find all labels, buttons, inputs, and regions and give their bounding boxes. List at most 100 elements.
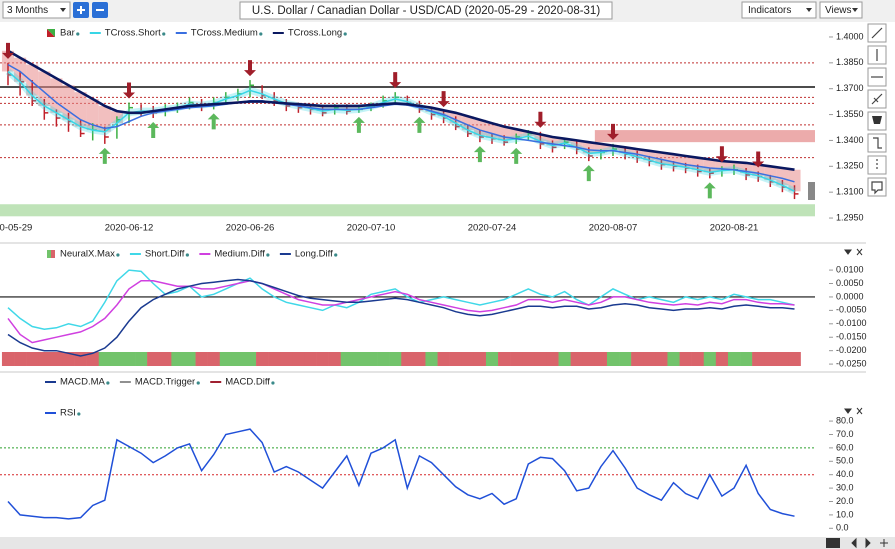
signal-strip [207, 352, 221, 366]
signal-strip [352, 352, 366, 366]
legend-label: MACD.Diff [225, 377, 270, 388]
sell-arrow [244, 60, 256, 77]
signal-strip [740, 352, 753, 366]
legend-icon [51, 250, 55, 258]
legend-dot [271, 381, 275, 385]
signal-strip [413, 352, 426, 366]
signal-strip [377, 352, 390, 366]
cloud [667, 154, 680, 166]
cloud [594, 143, 607, 153]
signal-strip [256, 352, 269, 366]
note-icon [871, 181, 883, 195]
signal-strip [147, 352, 160, 366]
signal-strip [546, 352, 559, 366]
views-button[interactable] [819, 1, 863, 19]
signal-strip [643, 352, 656, 366]
x-tick-label: 2020-08-07 [589, 223, 638, 234]
buy-arrow [147, 122, 160, 139]
buy-arrow [473, 146, 486, 163]
x-tick-label: 2020-05-29 [0, 223, 32, 234]
panel-controls[interactable] [844, 407, 863, 415]
signal-strip [50, 352, 63, 366]
signal-strip [788, 352, 801, 366]
y-tick-label: 50.0 [836, 456, 854, 466]
tool-button[interactable] [867, 133, 887, 153]
y-tick-label: 1.3550 [836, 109, 864, 119]
cloud [679, 155, 692, 168]
period-select[interactable] [2, 1, 71, 19]
legend-dot [334, 253, 338, 257]
legend-label: NeuralX.Max [60, 249, 115, 260]
scroll-thumb[interactable] [826, 538, 840, 548]
scroll-arrows[interactable] [851, 537, 888, 549]
signal-strip [183, 352, 196, 366]
legend-dot [343, 32, 347, 36]
legend-label: Medium.Diff [214, 249, 265, 260]
line [7, 278, 795, 357]
cloud [26, 64, 39, 96]
y-tick-label: 20.0 [836, 496, 854, 506]
cloud [14, 57, 27, 82]
cloud [703, 159, 716, 173]
signal-strip [619, 352, 632, 366]
signal-strip [752, 352, 765, 366]
x-tick-label: 2020-06-26 [226, 223, 275, 234]
legend-dot [106, 381, 110, 385]
signal-strip [389, 352, 402, 366]
signal-strip [26, 352, 39, 366]
legend-label: Short.Diff [145, 249, 185, 260]
signal-strip [631, 352, 644, 366]
legend-label: Bar [60, 28, 75, 39]
signal-strip [776, 352, 789, 366]
signal-strip [243, 352, 257, 366]
signal-strip [171, 352, 184, 366]
signal-strip [679, 352, 692, 366]
legend-label: MACD.Trigger [135, 377, 195, 388]
signal-strip [364, 352, 378, 366]
y-tick-label: -0.0050 [836, 305, 867, 315]
x-tick-label: 2020-06-12 [105, 223, 154, 234]
signal-strip [437, 352, 450, 366]
tool-button[interactable] [867, 177, 887, 197]
sell-arrow [534, 111, 547, 128]
signal-strip [715, 352, 729, 366]
signal-strip [401, 352, 414, 366]
signal-strip [62, 352, 75, 366]
signal-strip [485, 352, 499, 366]
legend-icon [47, 29, 55, 37]
signal-strip [268, 352, 281, 366]
y-tick-label: -0.0150 [836, 332, 867, 342]
signal-strip [582, 352, 596, 366]
sell-arrow [389, 72, 402, 89]
cloud [98, 105, 111, 132]
sell-arrow [607, 123, 619, 140]
legend-label: Long.Diff [295, 249, 333, 260]
price-scroll[interactable] [808, 182, 815, 200]
dropdown-arrow [852, 8, 858, 12]
buy-arrow [703, 182, 716, 199]
legend-dot [259, 32, 263, 36]
line [7, 70, 795, 192]
indicators-button[interactable] [741, 1, 817, 19]
zone [0, 204, 815, 217]
signal-strip [231, 352, 245, 366]
zone [594, 130, 815, 143]
legend-dot [116, 253, 120, 257]
signal-strip [159, 352, 172, 366]
signal-strip [280, 352, 293, 366]
line [7, 49, 795, 171]
scrollbar[interactable] [0, 537, 895, 549]
dropdown-arrow [806, 8, 812, 12]
y-tick-label: 30.0 [836, 482, 854, 492]
dropdown-arrow [60, 8, 66, 12]
chart-title: U.S. Dollar / Canadian Dollar - USD/CAD … [252, 5, 601, 17]
panel-controls[interactable] [844, 248, 863, 256]
y-tick-label: 40.0 [836, 469, 854, 479]
views-label: Views [825, 5, 852, 16]
buy-arrow [413, 116, 426, 133]
signal-strip [1, 352, 15, 366]
y-tick-label: 1.3700 [836, 83, 864, 93]
signal-strip [304, 352, 317, 366]
indicators-label: Indicators [748, 5, 791, 16]
